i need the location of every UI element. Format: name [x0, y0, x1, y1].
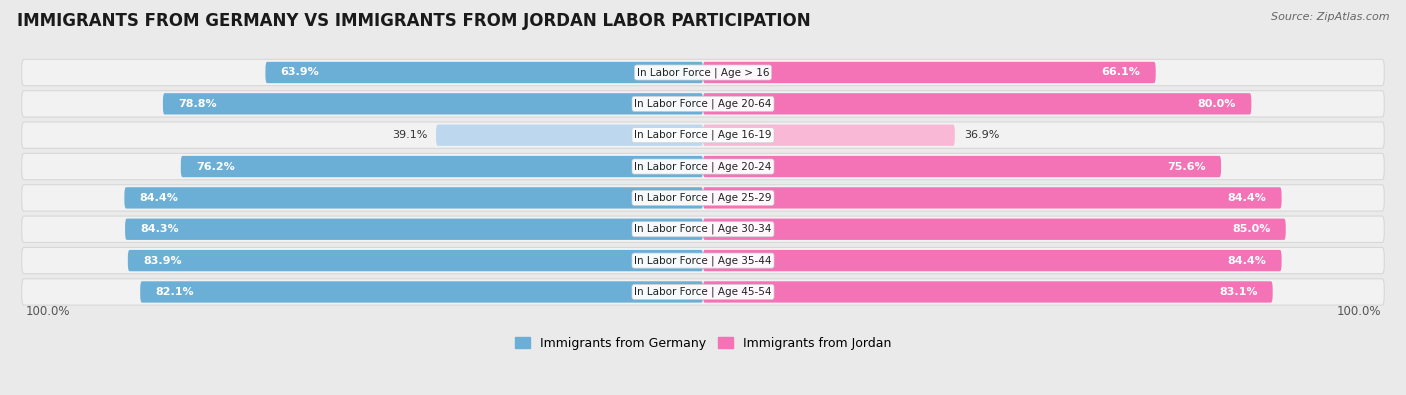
- FancyBboxPatch shape: [181, 156, 703, 177]
- Text: 100.0%: 100.0%: [1336, 305, 1381, 318]
- FancyBboxPatch shape: [703, 187, 1282, 209]
- FancyBboxPatch shape: [703, 250, 1282, 271]
- FancyBboxPatch shape: [703, 124, 955, 146]
- Text: IMMIGRANTS FROM GERMANY VS IMMIGRANTS FROM JORDAN LABOR PARTICIPATION: IMMIGRANTS FROM GERMANY VS IMMIGRANTS FR…: [17, 12, 810, 30]
- FancyBboxPatch shape: [436, 124, 703, 146]
- Text: In Labor Force | Age 35-44: In Labor Force | Age 35-44: [634, 255, 772, 266]
- FancyBboxPatch shape: [703, 156, 1220, 177]
- Text: 39.1%: 39.1%: [392, 130, 427, 140]
- Text: In Labor Force | Age > 16: In Labor Force | Age > 16: [637, 67, 769, 78]
- Text: 83.1%: 83.1%: [1219, 287, 1257, 297]
- FancyBboxPatch shape: [703, 218, 1285, 240]
- FancyBboxPatch shape: [128, 250, 703, 271]
- Legend: Immigrants from Germany, Immigrants from Jordan: Immigrants from Germany, Immigrants from…: [515, 337, 891, 350]
- Text: In Labor Force | Age 45-54: In Labor Force | Age 45-54: [634, 287, 772, 297]
- Text: 84.3%: 84.3%: [141, 224, 179, 234]
- Text: In Labor Force | Age 20-64: In Labor Force | Age 20-64: [634, 99, 772, 109]
- FancyBboxPatch shape: [21, 122, 1385, 149]
- FancyBboxPatch shape: [703, 93, 1251, 115]
- FancyBboxPatch shape: [21, 59, 1385, 86]
- Text: 84.4%: 84.4%: [1227, 256, 1267, 265]
- FancyBboxPatch shape: [125, 218, 703, 240]
- FancyBboxPatch shape: [266, 62, 703, 83]
- Text: In Labor Force | Age 30-34: In Labor Force | Age 30-34: [634, 224, 772, 235]
- Text: Source: ZipAtlas.com: Source: ZipAtlas.com: [1271, 12, 1389, 22]
- FancyBboxPatch shape: [21, 91, 1385, 117]
- Text: 85.0%: 85.0%: [1232, 224, 1271, 234]
- FancyBboxPatch shape: [703, 62, 1156, 83]
- Text: 80.0%: 80.0%: [1198, 99, 1236, 109]
- FancyBboxPatch shape: [141, 281, 703, 303]
- FancyBboxPatch shape: [21, 279, 1385, 305]
- Text: In Labor Force | Age 20-24: In Labor Force | Age 20-24: [634, 161, 772, 172]
- FancyBboxPatch shape: [124, 187, 703, 209]
- Text: 83.9%: 83.9%: [143, 256, 181, 265]
- Text: 76.2%: 76.2%: [195, 162, 235, 171]
- Text: 84.4%: 84.4%: [1227, 193, 1267, 203]
- FancyBboxPatch shape: [163, 93, 703, 115]
- Text: 82.1%: 82.1%: [155, 287, 194, 297]
- Text: 100.0%: 100.0%: [25, 305, 70, 318]
- Text: 78.8%: 78.8%: [179, 99, 217, 109]
- Text: 36.9%: 36.9%: [963, 130, 1000, 140]
- FancyBboxPatch shape: [703, 281, 1272, 303]
- FancyBboxPatch shape: [21, 185, 1385, 211]
- Text: 84.4%: 84.4%: [139, 193, 179, 203]
- FancyBboxPatch shape: [21, 153, 1385, 180]
- FancyBboxPatch shape: [21, 216, 1385, 243]
- Text: In Labor Force | Age 16-19: In Labor Force | Age 16-19: [634, 130, 772, 141]
- Text: In Labor Force | Age 25-29: In Labor Force | Age 25-29: [634, 193, 772, 203]
- Text: 75.6%: 75.6%: [1167, 162, 1206, 171]
- Text: 63.9%: 63.9%: [281, 68, 319, 77]
- FancyBboxPatch shape: [21, 247, 1385, 274]
- Text: 66.1%: 66.1%: [1102, 68, 1140, 77]
